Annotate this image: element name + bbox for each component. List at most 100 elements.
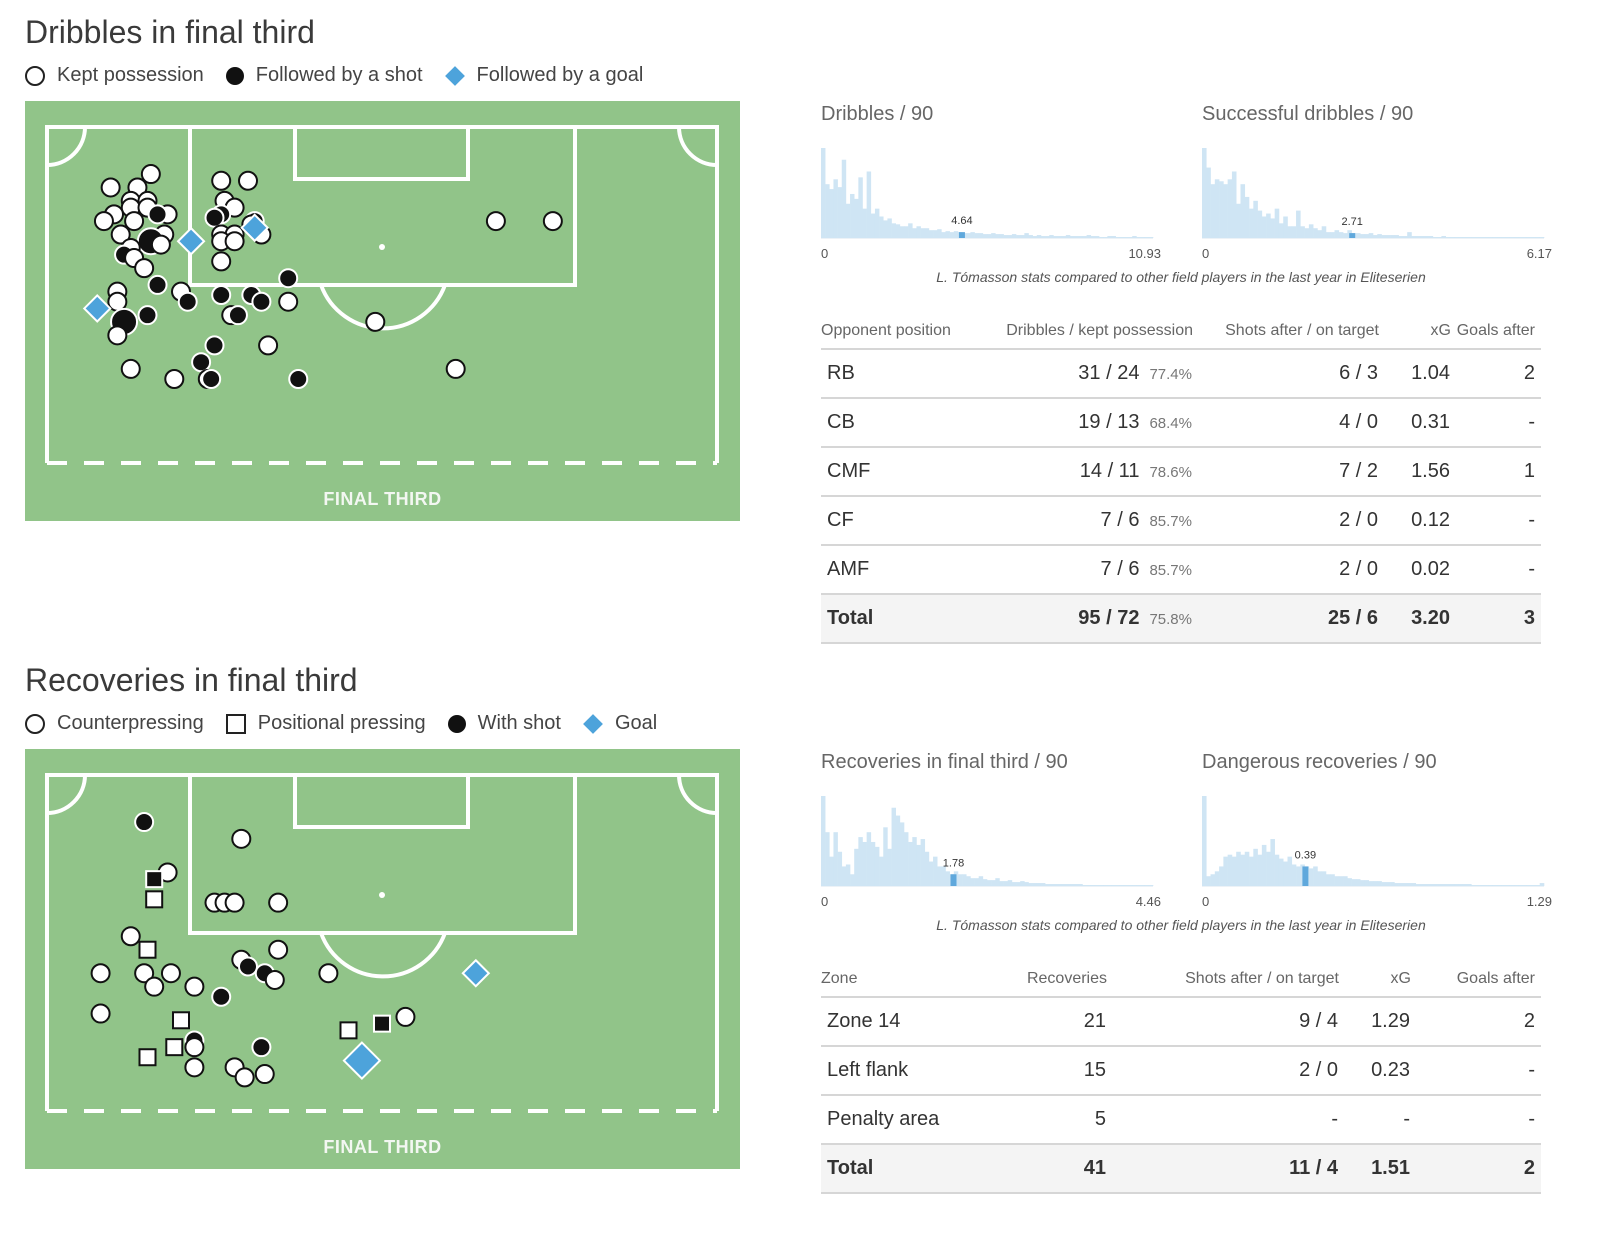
hist-bar bbox=[1061, 884, 1067, 886]
event-marker-open bbox=[144, 976, 165, 997]
hist-bar bbox=[1011, 882, 1017, 886]
cell-xg: 1.29 bbox=[1339, 996, 1411, 1046]
cell-xg: 0.12 bbox=[1379, 495, 1451, 545]
penalty-arc bbox=[319, 284, 447, 331]
hist-bar bbox=[933, 856, 938, 886]
hist-bar bbox=[1119, 237, 1125, 238]
hist-bar bbox=[1484, 237, 1489, 238]
hist-bar bbox=[974, 233, 979, 238]
event-marker-shot bbox=[134, 812, 155, 833]
hist-bar bbox=[1219, 181, 1224, 238]
hist-bar bbox=[1449, 237, 1455, 238]
cell-goals: 2 bbox=[1411, 996, 1541, 1046]
event-marker-open bbox=[268, 892, 289, 913]
open-square-icon bbox=[225, 713, 246, 734]
hist-bar bbox=[1462, 237, 1468, 238]
cell-pct: 77.4% bbox=[1149, 366, 1192, 383]
hist-bar bbox=[1535, 885, 1541, 886]
table-row: CB 19 / 13 68.4% 4 / 0 0.31 - bbox=[821, 397, 1541, 447]
legend-with-shot: With shot bbox=[447, 712, 561, 735]
event-marker-open bbox=[211, 170, 232, 191]
hist-bar bbox=[829, 189, 834, 238]
hist-bar bbox=[1020, 235, 1025, 238]
event-marker-square bbox=[145, 890, 164, 909]
hist-bar bbox=[1007, 880, 1013, 886]
hist-bar bbox=[1420, 884, 1425, 886]
hist-bar bbox=[916, 226, 921, 238]
event-marker-square-shot bbox=[145, 870, 164, 889]
event-marker-square bbox=[138, 1048, 157, 1067]
event-marker-shot bbox=[211, 986, 232, 1007]
hist-bar bbox=[1496, 885, 1502, 886]
hist-bar bbox=[1065, 235, 1071, 238]
axis-min-label: 0 bbox=[821, 246, 828, 261]
hist-bar bbox=[1360, 234, 1365, 238]
hist-bar bbox=[1501, 237, 1506, 238]
hist-bar bbox=[821, 148, 826, 238]
hist-title-successful-dribbles: Successful dribbles / 90 bbox=[1202, 103, 1414, 125]
event-marker-shot bbox=[177, 291, 198, 312]
event-marker-open bbox=[264, 969, 285, 990]
table-total-row: Total 95 / 72 75.8% 25 / 6 3.20 3 bbox=[821, 593, 1541, 644]
hist-bar bbox=[995, 878, 1000, 886]
player-marker-bar bbox=[950, 874, 957, 886]
hist-bar bbox=[1492, 237, 1498, 238]
hist-caption: L. Tómasson stats compared to other fiel… bbox=[936, 917, 1426, 933]
table-row: CMF 14 / 11 78.6% 7 / 2 1.56 1 bbox=[821, 446, 1541, 496]
hist-bar bbox=[1471, 237, 1476, 238]
hist-bar bbox=[1300, 226, 1305, 238]
hist-bar bbox=[982, 234, 988, 238]
hist-bar bbox=[899, 226, 905, 238]
hist-bar bbox=[1090, 236, 1096, 238]
event-marker-shot bbox=[251, 1037, 272, 1058]
recoveries-table: Zone Recoveries Shots after / on target … bbox=[821, 954, 1541, 1194]
hist-bar bbox=[1355, 879, 1361, 886]
hist-bar bbox=[1040, 236, 1046, 238]
hist-bar bbox=[1373, 881, 1378, 886]
event-marker-open bbox=[234, 1067, 255, 1088]
hist-bar bbox=[1488, 885, 1493, 886]
event-marker-shot bbox=[204, 207, 225, 228]
hist-bar bbox=[987, 880, 992, 886]
hist-bar bbox=[1028, 883, 1033, 886]
cell-xg: 0.02 bbox=[1379, 544, 1451, 594]
cell-shots: 11 / 4 bbox=[1107, 1143, 1339, 1194]
hist-bar bbox=[1223, 856, 1228, 886]
hist-bar bbox=[1364, 234, 1370, 238]
hist-bar bbox=[1522, 237, 1528, 238]
hist-bar bbox=[1411, 883, 1417, 886]
hist-bar bbox=[1330, 232, 1335, 238]
hist-bar bbox=[1402, 883, 1408, 886]
hist-bar bbox=[1266, 213, 1271, 238]
hist-bar bbox=[862, 208, 867, 238]
event-marker-open bbox=[258, 335, 279, 356]
hist-bar bbox=[870, 841, 876, 886]
hist-bar bbox=[1236, 851, 1241, 886]
hist-bar bbox=[1475, 237, 1481, 238]
hist-bar bbox=[870, 213, 876, 238]
hist-bar bbox=[1227, 854, 1233, 886]
hist-bar bbox=[1402, 236, 1408, 238]
event-marker-shot bbox=[278, 268, 299, 289]
hist-bar bbox=[1283, 216, 1288, 238]
event-marker-open bbox=[184, 1057, 205, 1078]
hist-bar bbox=[1249, 856, 1254, 886]
event-marker-open bbox=[120, 358, 141, 379]
goal-area bbox=[293, 125, 470, 181]
hist-bar bbox=[1236, 203, 1241, 238]
hist-bar bbox=[1398, 883, 1404, 886]
hist-bar bbox=[862, 841, 867, 886]
hist-bar bbox=[858, 177, 863, 238]
cell-shots: 2 / 0 bbox=[1193, 544, 1379, 594]
hist-bar bbox=[1428, 236, 1434, 238]
dribbles-pitch: FINAL THIRD bbox=[25, 101, 740, 521]
event-marker-goal bbox=[461, 958, 491, 988]
cell-zone: Total bbox=[821, 1143, 981, 1194]
hist-bar bbox=[1445, 237, 1451, 238]
hist-title-dribbles: Dribbles / 90 bbox=[821, 103, 934, 125]
event-marker-open bbox=[90, 963, 111, 984]
hist-bar bbox=[1107, 885, 1112, 886]
hist-bar bbox=[1061, 236, 1067, 238]
hist-bar bbox=[866, 171, 872, 238]
hist-bar bbox=[1467, 237, 1472, 238]
